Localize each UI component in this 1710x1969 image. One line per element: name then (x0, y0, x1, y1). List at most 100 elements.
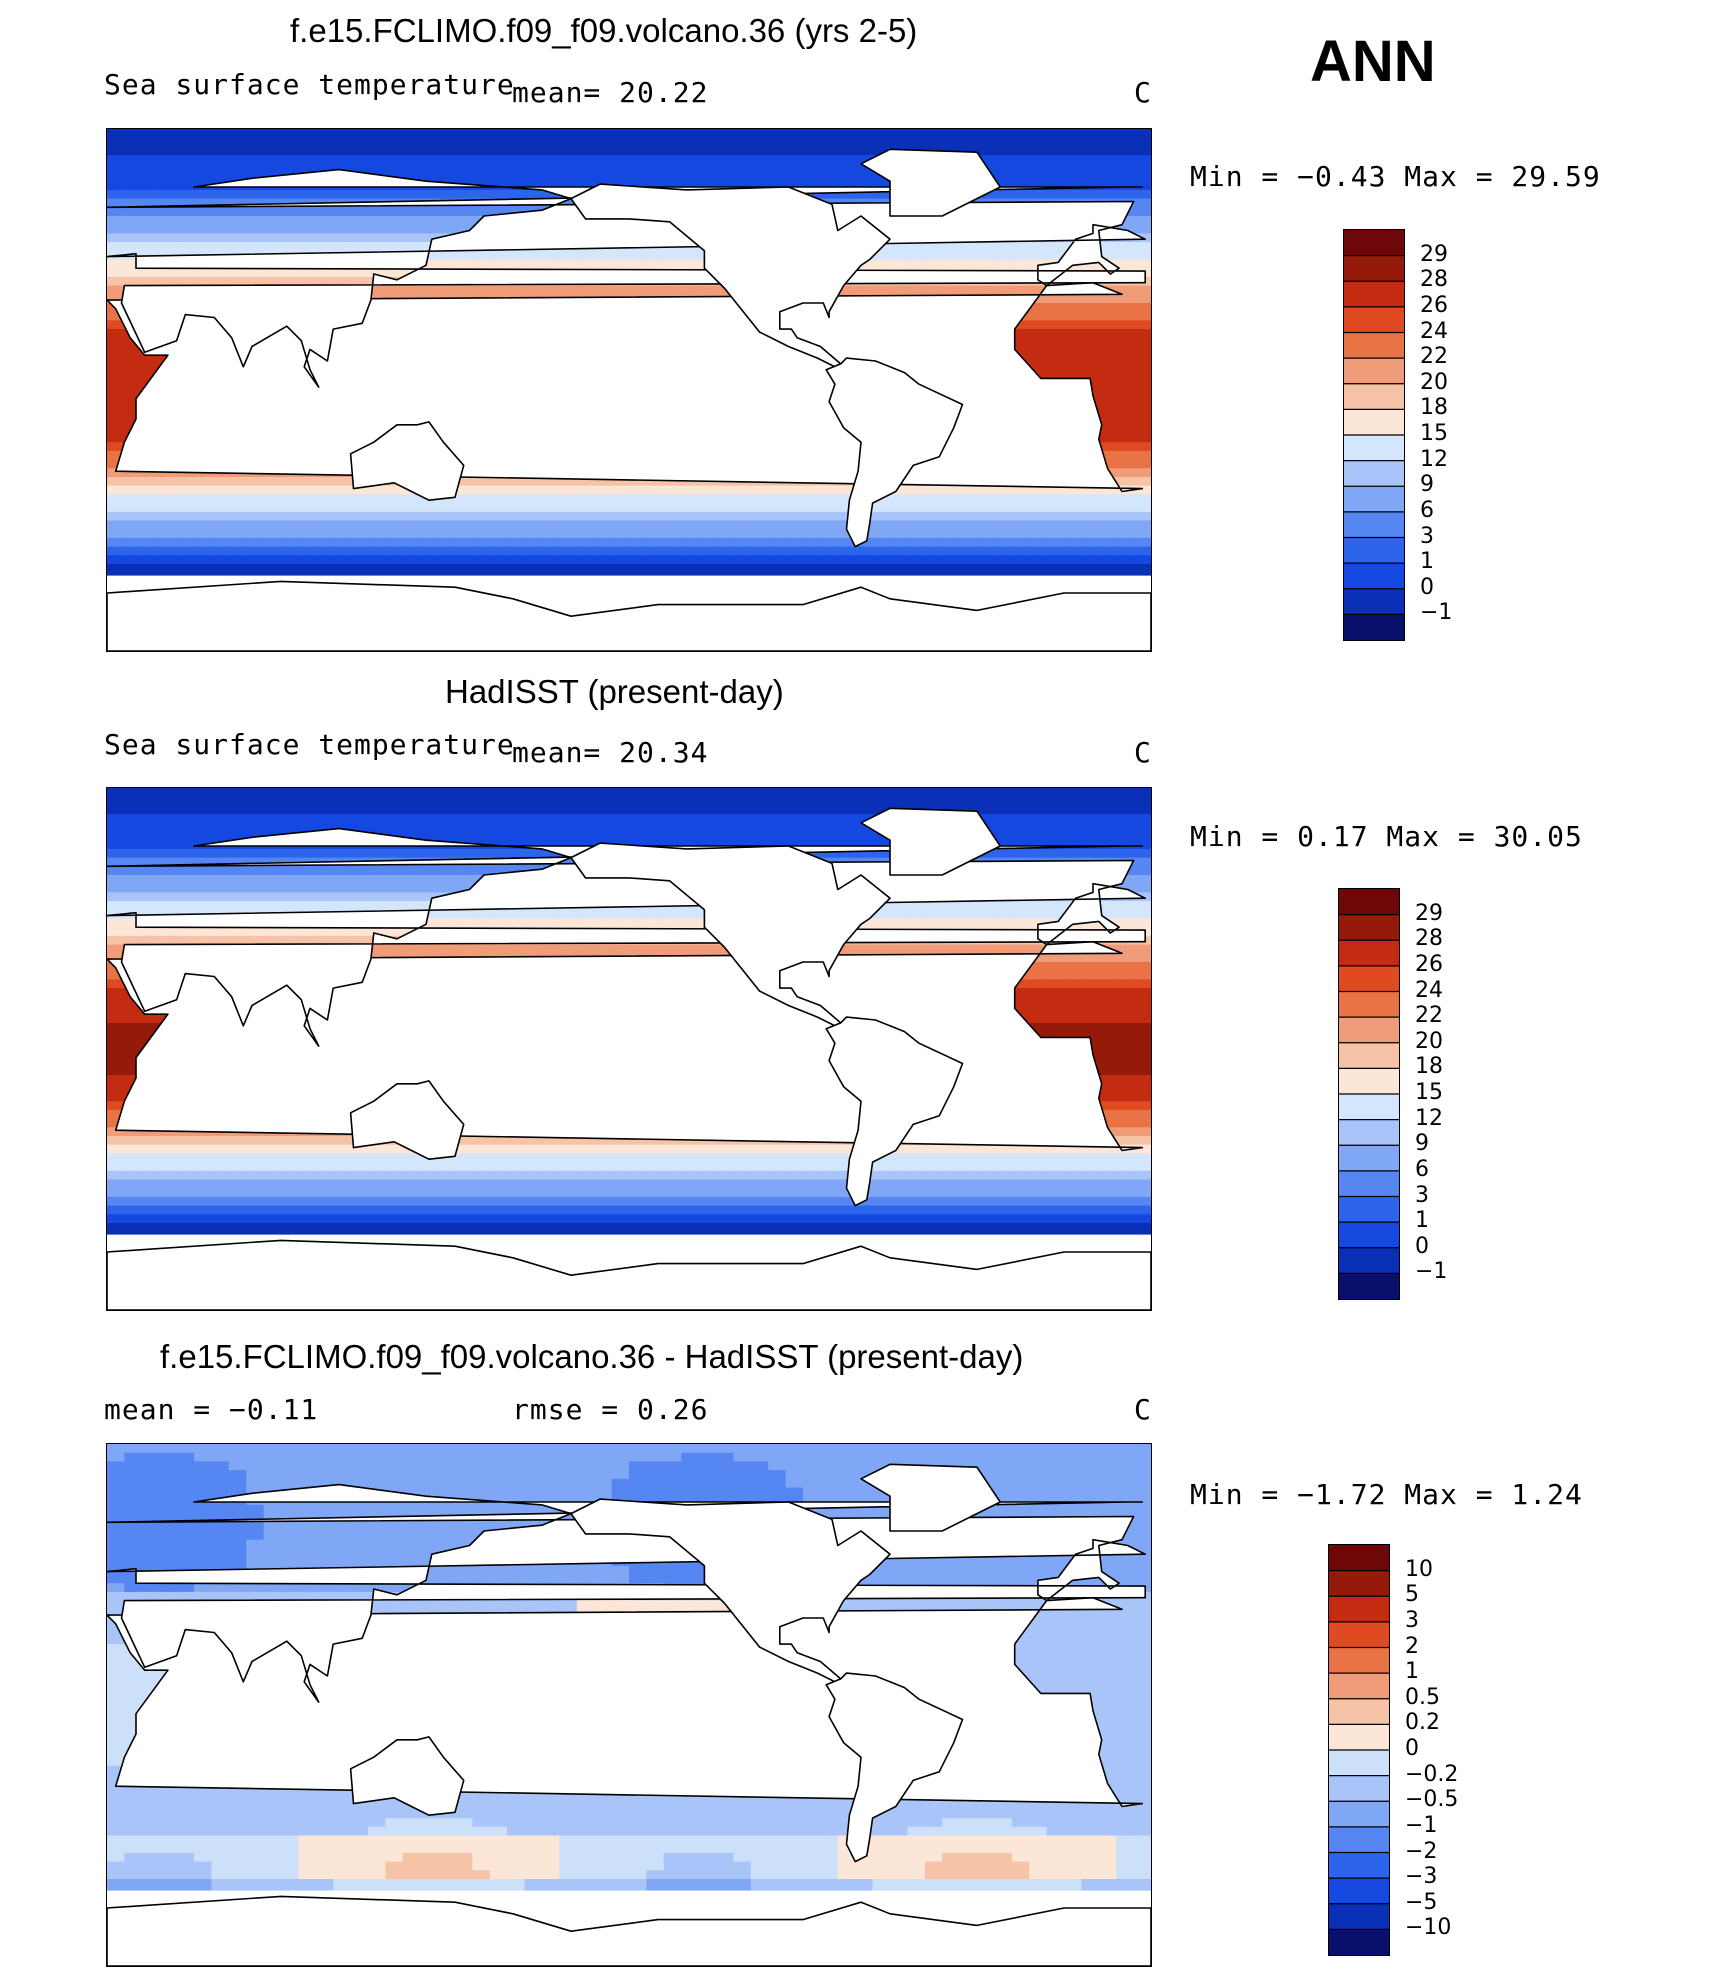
field-cell (837, 796, 856, 806)
field-cell (472, 822, 491, 833)
field-cell (455, 207, 473, 217)
field-cell (124, 198, 143, 208)
field-cell (246, 805, 265, 815)
field-cell (437, 207, 456, 217)
field-cell (141, 831, 160, 841)
field-cell (576, 805, 595, 815)
field-cell (872, 137, 891, 147)
field-cell (333, 805, 352, 815)
field-cell (124, 805, 143, 815)
field-cell (333, 224, 352, 234)
field-cell (1098, 346, 1117, 356)
field-cell (472, 146, 491, 156)
field-cell (107, 233, 125, 243)
field-cell (1133, 242, 1151, 252)
field-cell (1029, 529, 1048, 539)
field-cell (176, 883, 195, 893)
field-cell (750, 494, 769, 504)
field-cell (733, 520, 752, 530)
continent-outline (349, 421, 465, 502)
field-cell (315, 875, 334, 885)
colorbar-swatch (1344, 358, 1404, 385)
field-cell (228, 555, 247, 565)
field-cell (124, 564, 143, 574)
field-cell (472, 814, 491, 824)
field-cell (107, 814, 125, 824)
field-cell (1116, 909, 1135, 920)
field-cell (402, 529, 421, 539)
field-cell (298, 546, 317, 556)
field-cell (211, 901, 230, 911)
field-cell (872, 511, 891, 522)
field-cell (576, 520, 595, 530)
field-cell (263, 927, 282, 937)
field-cell (1133, 962, 1151, 972)
field-cell (994, 285, 1013, 295)
field-cell (107, 224, 125, 234)
field-cell (803, 805, 821, 815)
field-cell (1098, 337, 1117, 348)
field-cell (281, 137, 299, 147)
field-cell (246, 555, 265, 565)
field-cell (924, 918, 943, 928)
field-cell (663, 822, 682, 833)
field-cell (820, 155, 839, 165)
field-cell (977, 796, 995, 806)
field-cell (333, 233, 352, 243)
field-cell (124, 355, 143, 365)
field-cell (559, 172, 578, 182)
field-cell (194, 927, 212, 937)
field-cell (1081, 814, 1100, 824)
field-cell (542, 250, 560, 261)
field-cell (420, 537, 439, 548)
field-cell (107, 477, 125, 487)
field-cell (1064, 329, 1082, 339)
field-cell (176, 822, 195, 833)
field-cell (246, 822, 265, 833)
field-cell (246, 564, 265, 574)
panel-1-colorbar (1343, 229, 1405, 641)
field-cell (402, 224, 421, 234)
field-cell (907, 546, 926, 556)
field-cell (942, 901, 961, 911)
field-cell (194, 564, 212, 574)
field-cell (663, 840, 682, 850)
field-cell (559, 814, 578, 824)
field-cell (872, 189, 891, 200)
field-cell (298, 207, 317, 217)
colorbar-swatch (1344, 537, 1404, 564)
field-cell (211, 224, 230, 234)
field-cell (1064, 814, 1082, 824)
field-cell (1064, 137, 1082, 147)
field-cell (263, 788, 282, 798)
field-cell (246, 172, 265, 182)
field-cell (107, 503, 125, 513)
field-cell (1133, 901, 1151, 911)
field-cell (1098, 459, 1117, 469)
field-cell (385, 146, 404, 156)
field-cell (611, 831, 630, 841)
field-cell (1064, 840, 1082, 850)
field-cell (211, 546, 230, 556)
field-cell (437, 805, 456, 815)
field-cell (333, 477, 352, 487)
field-cell (141, 189, 160, 200)
field-cell (194, 494, 212, 504)
field-cell (455, 848, 473, 859)
field-cell (107, 329, 125, 339)
field-cell (455, 564, 473, 574)
field-cell (1046, 546, 1065, 556)
field-cell (1011, 146, 1030, 156)
field-cell (368, 224, 386, 234)
field-cell (890, 537, 908, 548)
field-cell (350, 216, 369, 226)
field-cell (507, 155, 526, 165)
field-cell (663, 831, 682, 841)
field-cell (1133, 555, 1151, 565)
field-cell (211, 788, 230, 798)
field-cell (594, 805, 613, 815)
field-cell (298, 935, 317, 946)
field-cell (942, 129, 961, 139)
field-cell (1098, 529, 1117, 539)
field-cell (124, 935, 143, 946)
